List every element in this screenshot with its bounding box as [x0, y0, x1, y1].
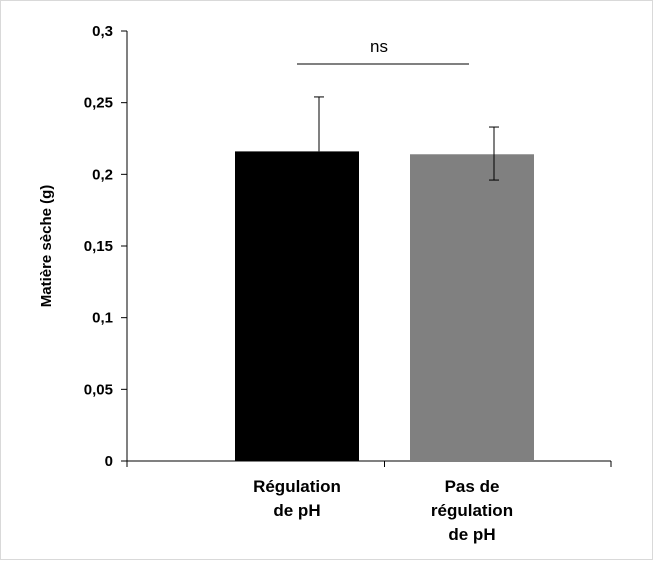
- y-tick-label: 0,15: [84, 238, 113, 255]
- error-bars: [314, 96, 499, 181]
- y-tick-label: 0,3: [92, 23, 113, 40]
- bar: [235, 151, 359, 461]
- y-tick-label: 0,1: [92, 310, 113, 327]
- y-tick-label: 0,2: [92, 166, 113, 183]
- y-tick-label: 0,05: [84, 381, 113, 398]
- bars: [235, 151, 534, 461]
- y-ticks: 0 0,05 0,1 0,15 0,2 0,25 0,3: [84, 23, 127, 470]
- y-tick-label: 0: [105, 453, 113, 470]
- x-category-label: Régulation de pH: [253, 477, 341, 520]
- significance-bracket: ns: [297, 37, 469, 65]
- x-category-labels: Régulation de pH Pas de régulation de pH: [253, 477, 513, 544]
- x-category-label: Pas de régulation de pH: [431, 477, 513, 544]
- significance-label: ns: [370, 37, 388, 56]
- axes: [126, 31, 612, 467]
- y-axis-label: Matière sèche (g): [38, 185, 55, 308]
- bar: [410, 154, 534, 461]
- y-tick-label: 0,25: [84, 95, 113, 112]
